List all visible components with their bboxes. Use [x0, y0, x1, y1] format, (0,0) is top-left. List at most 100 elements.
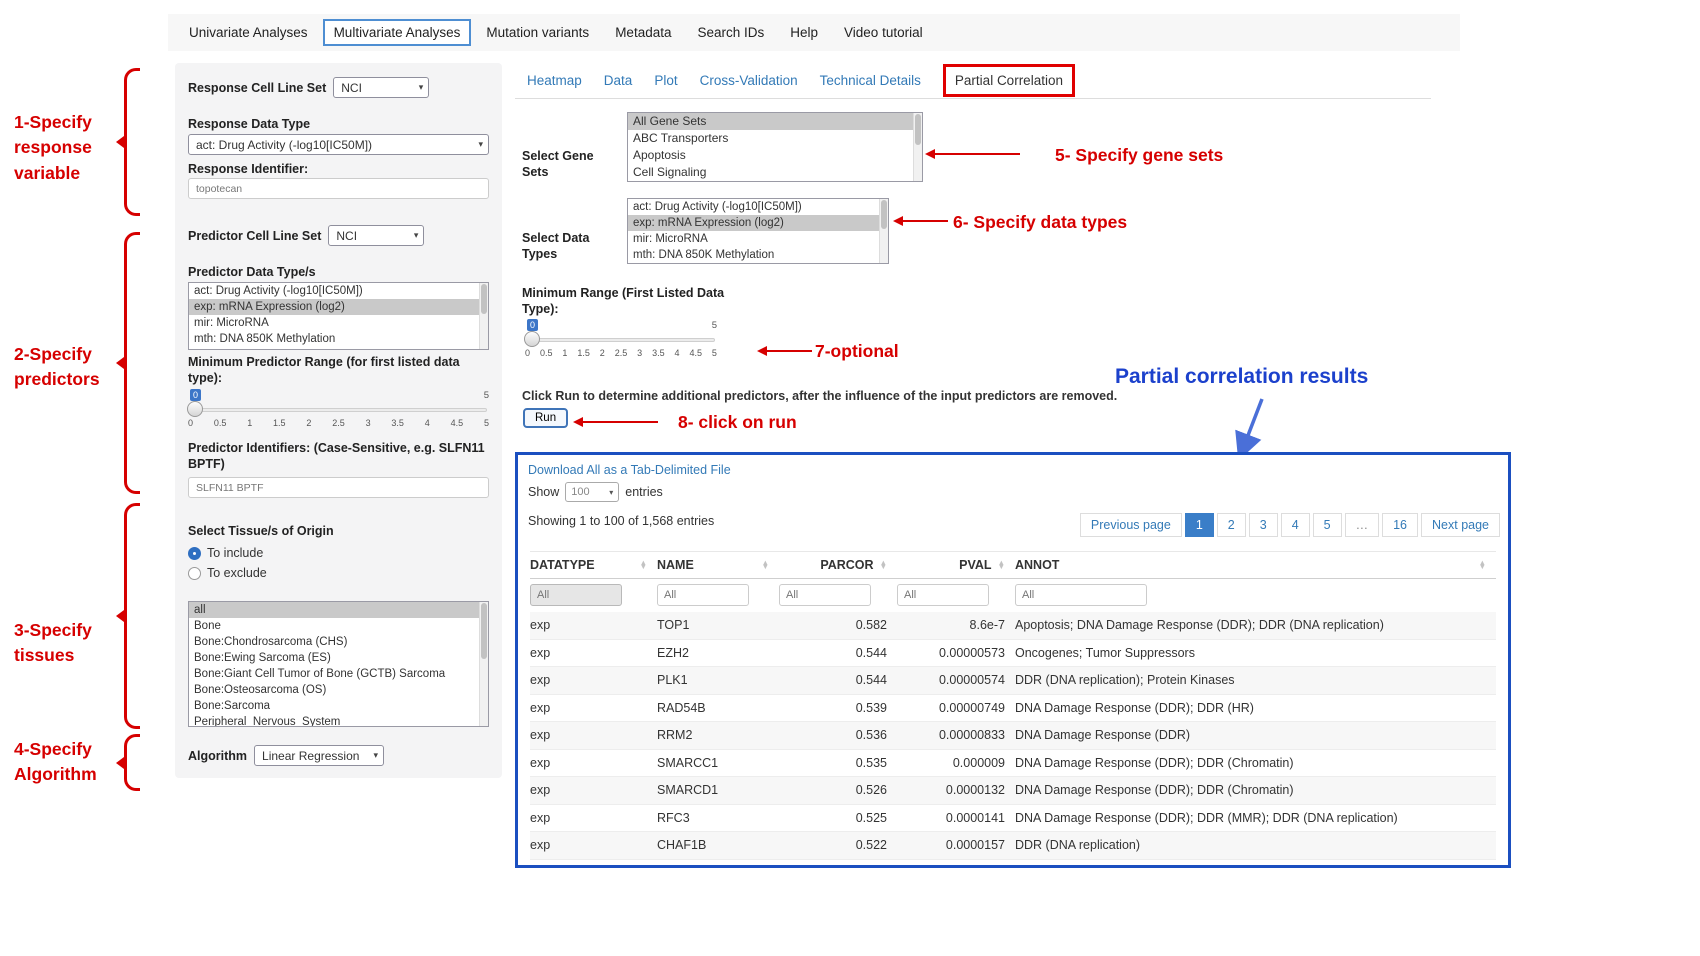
min-range-label: Minimum Range (First Listed Data Type): — [522, 286, 725, 316]
nav-help[interactable]: Help — [790, 25, 819, 40]
nav-search-ids[interactable]: Search IDs — [697, 25, 765, 40]
nav-multivariate-analyses[interactable]: Multivariate Analyses — [322, 19, 472, 46]
show-label: Show — [528, 485, 560, 499]
listbox-option[interactable]: mir: MicroRNA — [194, 317, 269, 329]
filter-pval-input[interactable] — [897, 584, 989, 606]
response-data-type-select[interactable]: act: Drug Activity (-log10[IC50M]) ▾ — [188, 134, 489, 155]
page-button-1[interactable]: 1 — [1184, 513, 1214, 537]
min-predictor-range-slider[interactable]: 0 5 0 0.5 1 1.5 2 2.5 3 3.5 4 4.5 5 — [187, 389, 489, 435]
scrollbar[interactable] — [479, 283, 488, 349]
nav-mutation-variants[interactable]: Mutation variants — [486, 25, 590, 40]
table-row: exp SMARCD1 0.526 0.0000132 DNA Damage Respo… — [530, 777, 1496, 805]
column-header-name[interactable]: NAME ▲ ▼ — [657, 558, 779, 572]
predictor-identifiers-input[interactable] — [188, 477, 489, 498]
page-button-5[interactable]: 5 — [1312, 513, 1342, 537]
slider-handle[interactable] — [524, 331, 540, 347]
listbox-option-selected[interactable]: All Gene Sets — [628, 113, 922, 130]
tab-plot[interactable]: Plot — [654, 73, 678, 88]
download-link[interactable]: Download All as a Tab-Delimited File — [528, 463, 731, 477]
column-label: DATATYPE — [530, 558, 595, 572]
scrollbar[interactable] — [879, 199, 888, 263]
scrollbar-thumb[interactable] — [481, 603, 487, 659]
scrollbar[interactable] — [479, 602, 488, 726]
next-page-button[interactable]: Next page — [1421, 513, 1500, 537]
scrollbar-thumb[interactable] — [881, 200, 887, 229]
page-button-16[interactable]: 16 — [1382, 513, 1419, 537]
predictor-cell-line-set-select[interactable]: NCI ▾ — [328, 225, 425, 246]
tab-cross-validation[interactable]: Cross-Validation — [699, 73, 798, 88]
tissue-listbox[interactable]: all Bone Bone:Chondrosarcoma (CHS) Bone:… — [188, 601, 489, 727]
response-identifier-input[interactable] — [188, 178, 489, 199]
cell-pval: 0.0000157 — [945, 838, 1005, 853]
gene-sets-listbox[interactable]: All Gene Sets ABC Transporters Apoptosis… — [627, 112, 923, 182]
scrollbar-thumb[interactable] — [915, 114, 921, 145]
filter-parcor-input[interactable] — [779, 584, 871, 606]
listbox-option[interactable]: mth: DNA 850K Methylation — [633, 249, 775, 261]
listbox-option[interactable]: Bone — [194, 620, 221, 632]
table-row: exp RRM2 0.536 0.00000833 DNA Damage Respons… — [530, 722, 1496, 750]
column-header-pval[interactable]: PVAL ▲ ▼ — [897, 558, 1015, 572]
listbox-option[interactable]: act: Drug Activity (-log10[IC50M]) — [194, 285, 363, 297]
listbox-option[interactable]: Cell Signaling — [633, 165, 707, 179]
listbox-option[interactable]: ABC Transporters — [633, 131, 729, 145]
table-row: exp RAD54B 0.539 0.00000749 DNA Damage Respo… — [530, 695, 1496, 722]
min-range-slider[interactable]: 0 5 0 0.5 1 1.5 2 2.5 3 3.5 4 4.5 5 — [524, 319, 717, 365]
listbox-option-selected[interactable]: exp: mRNA Expression (log2) — [628, 215, 888, 231]
response-cell-line-set-select[interactable]: NCI ▾ — [333, 77, 430, 98]
listbox-option[interactable]: act: Drug Activity (-log10[IC50M]) — [633, 201, 802, 213]
filter-name-input[interactable] — [657, 584, 749, 606]
predictor-cell-line-set-row: Predictor Cell Line Set NCI ▾ — [188, 225, 489, 246]
listbox-option[interactable]: Bone:Osteosarcoma (OS) — [194, 684, 327, 696]
response-cell-line-set-row: Response Cell Line Set NCI ▾ — [188, 77, 489, 98]
tick-label: 4 — [674, 348, 680, 358]
page-button-4[interactable]: 4 — [1280, 513, 1310, 537]
column-header-parcor[interactable]: PARCOR ▲ ▼ — [779, 558, 897, 572]
sort-icon[interactable]: ▲ ▼ — [639, 557, 647, 571]
filter-annot-input[interactable] — [1015, 584, 1147, 606]
page-length-select[interactable]: 100 ▾ — [565, 482, 620, 502]
tab-technical-details[interactable]: Technical Details — [819, 73, 921, 88]
column-header-datatype[interactable]: DATATYPE ▲ ▼ — [530, 558, 657, 572]
nav-video-tutorial[interactable]: Video tutorial — [844, 25, 923, 40]
column-header-annot[interactable]: ANNOT ▲ ▼ — [1015, 558, 1496, 572]
tab-data[interactable]: Data — [603, 73, 633, 88]
data-types-listbox[interactable]: act: Drug Activity (-log10[IC50M]) exp: … — [627, 198, 889, 264]
sort-icon[interactable]: ▲ ▼ — [997, 557, 1005, 571]
nav-metadata[interactable]: Metadata — [615, 25, 672, 40]
tab-heatmap[interactable]: Heatmap — [527, 73, 582, 88]
slider-track[interactable] — [190, 408, 487, 412]
scrollbar-thumb[interactable] — [481, 284, 487, 314]
listbox-option[interactable]: Apoptosis — [633, 148, 686, 162]
sort-icon[interactable]: ▲ ▼ — [1478, 557, 1486, 571]
listbox-option[interactable]: Bone:Ewing Sarcoma (ES) — [194, 652, 331, 664]
listbox-option-selected[interactable]: all — [189, 602, 488, 618]
top-nav: Univariate Analyses Multivariate Analyse… — [168, 14, 1460, 51]
run-button[interactable]: Run — [523, 408, 569, 428]
tissue-exclude-radio[interactable]: To exclude — [188, 565, 489, 581]
listbox-option-selected[interactable]: exp: mRNA Expression (log2) — [189, 299, 488, 315]
page-button-2[interactable]: 2 — [1216, 513, 1246, 537]
cell-name: TOP1 — [657, 618, 690, 633]
prev-page-button[interactable]: Previous page — [1079, 513, 1182, 537]
page-button-3[interactable]: 3 — [1248, 513, 1278, 537]
scrollbar[interactable] — [913, 113, 922, 181]
tick-label: 4 — [424, 418, 430, 428]
listbox-option[interactable]: Bone:Chondrosarcoma (CHS) — [194, 636, 348, 648]
filter-datatype-input[interactable] — [530, 584, 622, 606]
predictor-data-types-listbox[interactable]: act: Drug Activity (-log10[IC50M]) exp: … — [188, 282, 489, 350]
listbox-option[interactable]: mir: MicroRNA — [633, 233, 708, 245]
slider-handle[interactable] — [187, 401, 203, 417]
listbox-option[interactable]: Peripheral_Nervous_System — [194, 716, 341, 727]
listbox-option[interactable]: mth: DNA 850K Methylation — [194, 333, 336, 345]
tissue-include-radio[interactable]: To include — [188, 545, 489, 561]
sort-icon[interactable]: ▲ ▼ — [761, 557, 769, 571]
listbox-option[interactable]: Bone:Sarcoma — [194, 700, 271, 712]
tab-partial-correlation[interactable]: Partial Correlation — [942, 64, 1075, 97]
cell-datatype: exp — [530, 618, 551, 633]
sort-icon[interactable]: ▲ ▼ — [879, 557, 887, 571]
algorithm-select[interactable]: Linear Regression ▾ — [254, 745, 385, 766]
slider-track[interactable] — [527, 338, 715, 342]
chevron-down-icon: ▾ — [373, 750, 379, 760]
nav-univariate-analyses[interactable]: Univariate Analyses — [189, 25, 308, 40]
listbox-option[interactable]: Bone:Giant Cell Tumor of Bone (GCTB) Sar… — [194, 668, 446, 680]
